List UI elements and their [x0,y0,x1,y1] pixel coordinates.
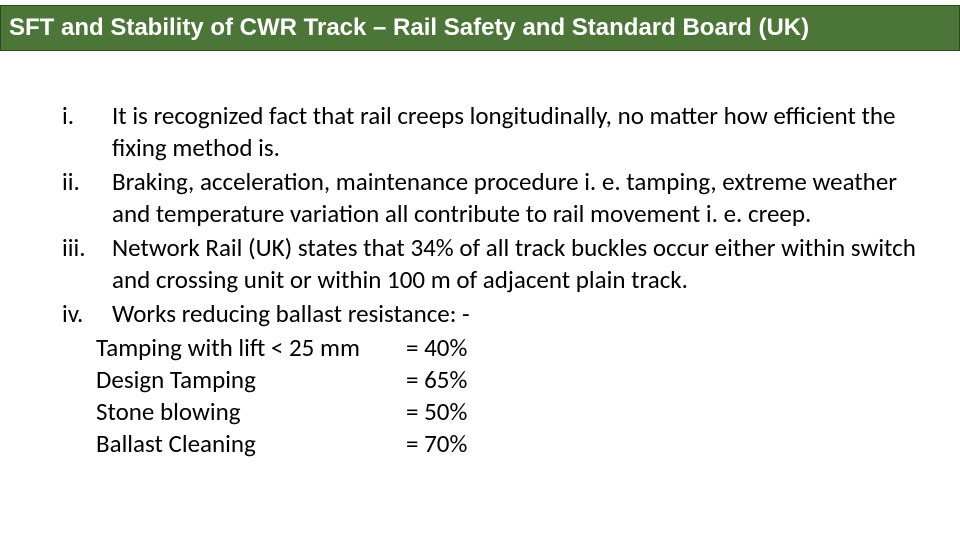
list-item: i. It is recognized fact that rail creep… [60,100,920,164]
sub-value: = 65% [406,364,467,396]
sub-list-item: Tamping with lift < 25 mm = 40% [96,332,920,364]
sub-label: Tamping with lift < 25 mm [96,332,406,364]
sub-list-item: Ballast Cleaning = 70% [96,428,920,460]
list-numeral: ii. [60,166,112,230]
list-numeral: iv. [60,298,112,330]
sub-label: Ballast Cleaning [96,428,406,460]
slide-title: SFT and Stability of CWR Track – Rail Sa… [9,14,809,42]
slide-body: i. It is recognized fact that rail creep… [60,100,920,460]
list-numeral: i. [60,100,112,164]
sub-list-item: Design Tamping = 65% [96,364,920,396]
list-text: Works reducing ballast resistance: - [112,298,920,330]
sub-label: Design Tamping [96,364,406,396]
sub-value: = 40% [406,332,467,364]
sub-label: Stone blowing [96,396,406,428]
sub-value: = 50% [406,396,467,428]
list-numeral: iii. [60,232,112,296]
list-item: iii. Network Rail (UK) states that 34% o… [60,232,920,296]
sub-value: = 70% [406,428,467,460]
list-item: ii. Braking, acceleration, maintenance p… [60,166,920,230]
list-text: Network Rail (UK) states that 34% of all… [112,232,920,296]
list-item: iv. Works reducing ballast resistance: - [60,298,920,330]
sub-list-item: Stone blowing = 50% [96,396,920,428]
title-bar: SFT and Stability of CWR Track – Rail Sa… [0,5,960,51]
sub-list: Tamping with lift < 25 mm = 40% Design T… [96,332,920,460]
list-text: Braking, acceleration, maintenance proce… [112,166,920,230]
list-text: It is recognized fact that rail creeps l… [112,100,920,164]
